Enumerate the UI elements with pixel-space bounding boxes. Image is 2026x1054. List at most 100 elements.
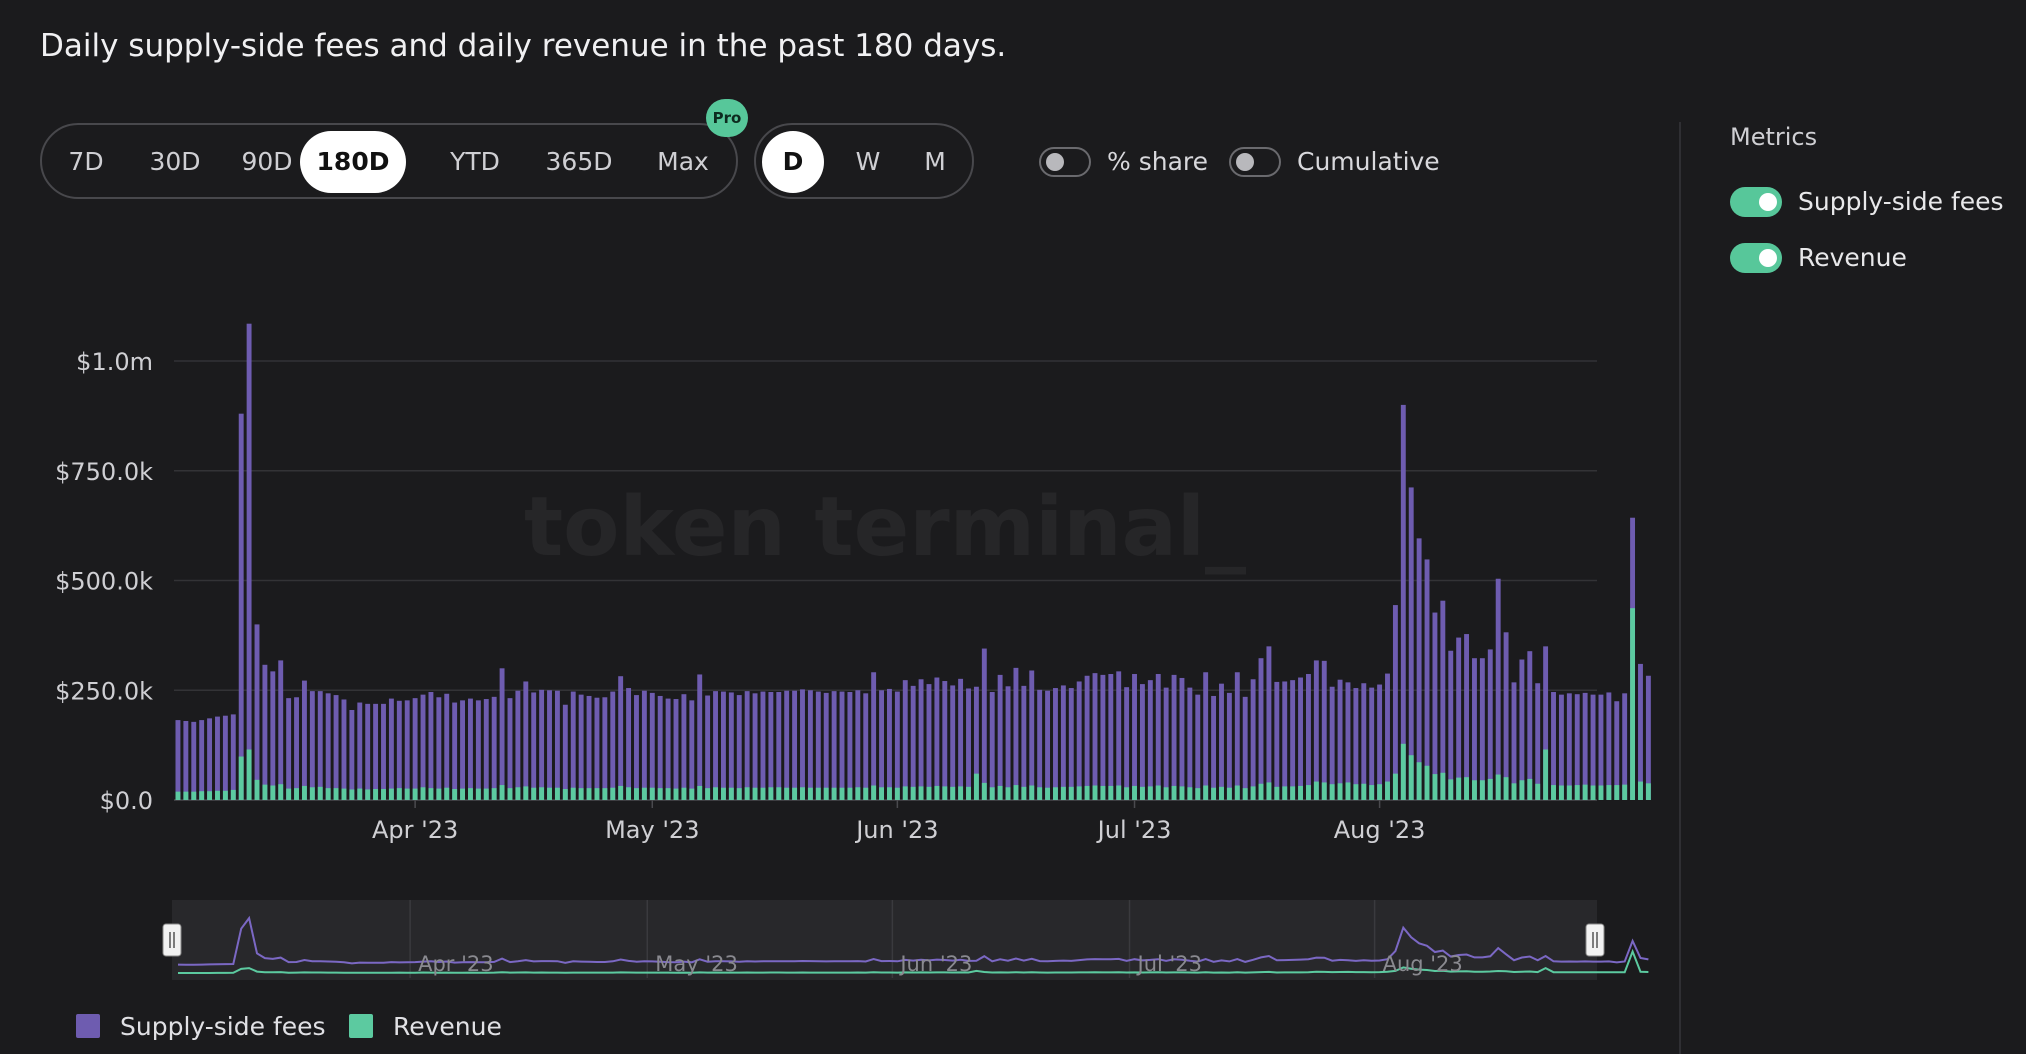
revenue-bar[interactable] bbox=[918, 786, 924, 800]
supply-side-fees-bar[interactable] bbox=[1558, 694, 1564, 800]
supply-side-fees-bar[interactable] bbox=[1266, 646, 1272, 800]
revenue-bar[interactable] bbox=[1495, 774, 1501, 800]
revenue-bar[interactable] bbox=[1060, 786, 1066, 800]
revenue-bar[interactable] bbox=[230, 789, 236, 800]
supply-side-fees-bar[interactable] bbox=[950, 685, 956, 800]
revenue-bar[interactable] bbox=[412, 788, 418, 800]
supply-side-fees-bar[interactable] bbox=[1614, 701, 1620, 800]
revenue-bar[interactable] bbox=[373, 789, 379, 800]
revenue-bar[interactable] bbox=[1630, 608, 1636, 800]
revenue-bar[interactable] bbox=[1543, 749, 1549, 800]
supply-side-fees-bar[interactable] bbox=[207, 718, 213, 800]
supply-side-fees-bar[interactable] bbox=[515, 690, 521, 800]
revenue-bar[interactable] bbox=[634, 788, 639, 800]
revenue-bar[interactable] bbox=[665, 788, 671, 800]
revenue-bar[interactable] bbox=[1329, 784, 1335, 800]
revenue-bar[interactable] bbox=[460, 788, 465, 800]
supply-side-fees-bar[interactable] bbox=[871, 672, 877, 800]
supply-side-fees-bar[interactable] bbox=[752, 693, 758, 800]
revenue-bar[interactable] bbox=[1432, 774, 1438, 800]
revenue-bar[interactable] bbox=[1369, 785, 1375, 800]
revenue-bar[interactable] bbox=[1361, 783, 1367, 800]
supply-side-fees-bar[interactable] bbox=[1234, 672, 1240, 800]
revenue-bar[interactable] bbox=[1108, 785, 1114, 800]
navigator-left-handle[interactable] bbox=[162, 923, 182, 957]
revenue-bar[interactable] bbox=[649, 787, 655, 800]
range-button-ytd[interactable]: YTD bbox=[450, 147, 500, 176]
revenue-bar[interactable] bbox=[966, 786, 971, 800]
supply-side-fees-bar[interactable] bbox=[894, 691, 900, 800]
supply-side-fees-bar[interactable] bbox=[222, 715, 228, 800]
supply-side-fees-bar[interactable] bbox=[475, 700, 481, 800]
revenue-bar[interactable] bbox=[1424, 765, 1430, 800]
range-button-30d[interactable]: 30D bbox=[149, 147, 201, 176]
supply-side-fees-bar[interactable] bbox=[554, 690, 560, 800]
supply-side-fees-bar[interactable] bbox=[1527, 651, 1533, 800]
supply-side-fees-bar[interactable] bbox=[1298, 677, 1303, 800]
share-toggle[interactable] bbox=[1039, 147, 1091, 177]
supply-side-fees-bar[interactable] bbox=[191, 721, 197, 800]
revenue-bar[interactable] bbox=[562, 789, 568, 800]
revenue-bar[interactable] bbox=[1416, 762, 1422, 800]
supply-side-fees-bar[interactable] bbox=[412, 698, 418, 800]
revenue-bar[interactable] bbox=[1479, 780, 1485, 800]
supply-side-fees-bar[interactable] bbox=[1163, 687, 1169, 800]
supply-side-fees-bar[interactable] bbox=[1306, 674, 1311, 800]
revenue-bar[interactable] bbox=[1408, 755, 1414, 800]
range-button-365d[interactable]: 365D bbox=[545, 147, 613, 176]
revenue-bar[interactable] bbox=[887, 787, 892, 800]
revenue-bar[interactable] bbox=[1116, 785, 1122, 800]
revenue-bar[interactable] bbox=[1321, 782, 1327, 800]
granularity-button-w[interactable]: W bbox=[855, 147, 881, 176]
supply-side-fees-bar[interactable] bbox=[1566, 693, 1572, 800]
supply-side-fees-bar[interactable] bbox=[792, 690, 798, 800]
supply-side-fees-bar[interactable] bbox=[246, 323, 252, 800]
range-navigator[interactable]: Apr '23 May '23 Jun '23 Jul '23 Aug '23 bbox=[0, 880, 1660, 1000]
supply-side-fees-bar[interactable] bbox=[1369, 687, 1375, 800]
supply-side-fees-bar[interactable] bbox=[507, 698, 513, 800]
revenue-bar[interactable] bbox=[800, 787, 805, 800]
revenue-bar[interactable] bbox=[333, 788, 339, 800]
revenue-bar[interactable] bbox=[815, 787, 821, 800]
supply-side-fees-bar[interactable] bbox=[1645, 675, 1651, 800]
revenue-bar[interactable] bbox=[270, 785, 276, 800]
revenue-bar[interactable] bbox=[1068, 786, 1074, 800]
revenue-bar[interactable] bbox=[602, 788, 608, 800]
revenue-bar[interactable] bbox=[594, 788, 600, 800]
supply-side-fees-bar[interactable] bbox=[1187, 687, 1193, 800]
revenue-bar[interactable] bbox=[294, 788, 299, 800]
supply-side-fees-bar[interactable] bbox=[388, 698, 394, 800]
revenue-bar[interactable] bbox=[531, 787, 537, 800]
revenue-bar[interactable] bbox=[784, 787, 790, 800]
revenue-bar[interactable] bbox=[1345, 782, 1351, 800]
supply-side-fees-bar[interactable] bbox=[958, 678, 964, 800]
revenue-bar[interactable] bbox=[1219, 786, 1224, 800]
supply-side-fees-bar[interactable] bbox=[1535, 683, 1541, 800]
supply-side-fees-bar[interactable] bbox=[420, 694, 426, 800]
supply-side-fees-bar[interactable] bbox=[887, 688, 892, 800]
supply-side-fees-bar[interactable] bbox=[728, 692, 734, 800]
revenue-bar[interactable] bbox=[1139, 786, 1145, 800]
legend-label-revenue[interactable]: Revenue bbox=[393, 1012, 502, 1041]
granularity-button-d[interactable]: D bbox=[762, 131, 824, 193]
supply-side-fees-bar[interactable] bbox=[341, 699, 347, 800]
revenue-bar[interactable] bbox=[934, 785, 940, 800]
revenue-bar[interactable] bbox=[341, 788, 347, 800]
revenue-bar[interactable] bbox=[713, 787, 718, 800]
revenue-bar[interactable] bbox=[246, 749, 252, 800]
revenue-bar[interactable] bbox=[768, 787, 774, 800]
supply-side-fees-bar[interactable] bbox=[1345, 682, 1351, 800]
revenue-bar[interactable] bbox=[1574, 785, 1580, 800]
revenue-bar[interactable] bbox=[673, 788, 679, 800]
supply-side-fees-bar[interactable] bbox=[1203, 672, 1209, 800]
revenue-bar[interactable] bbox=[950, 786, 956, 800]
supply-side-fees-bar[interactable] bbox=[744, 691, 750, 800]
supply-side-fees-bar[interactable] bbox=[1353, 688, 1359, 800]
supply-side-fees-bar[interactable] bbox=[1408, 487, 1414, 800]
revenue-bar[interactable] bbox=[547, 787, 552, 800]
revenue-bar[interactable] bbox=[207, 791, 213, 800]
revenue-bar[interactable] bbox=[752, 787, 758, 800]
supply-side-fees-bar[interactable] bbox=[1638, 663, 1643, 800]
supply-side-fees-bar[interactable] bbox=[1060, 685, 1066, 800]
supply-side-fees-bar[interactable] bbox=[1321, 660, 1327, 800]
